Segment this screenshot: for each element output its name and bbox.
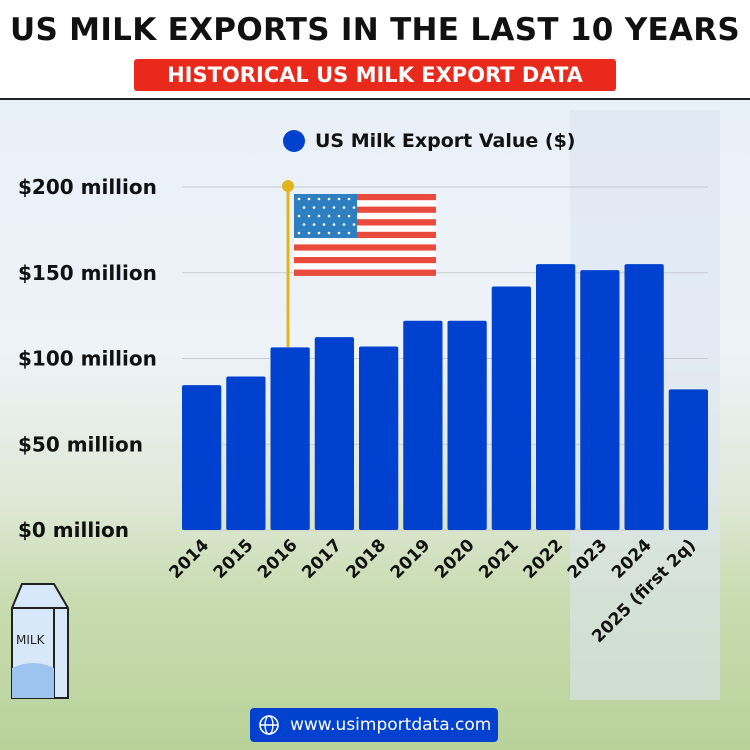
- bar-2020: [447, 320, 487, 530]
- chart-legend: US Milk Export Value ($): [283, 130, 575, 152]
- x-tick-label: 2023: [564, 535, 612, 583]
- bar-2024: [624, 264, 664, 530]
- x-tick-label: 2017: [298, 535, 346, 583]
- x-tick-label: 2014: [166, 535, 214, 583]
- milk-carton-icon: MILK: [11, 583, 69, 699]
- x-tick-label: 2018: [343, 535, 391, 583]
- bar-2017: [314, 337, 354, 530]
- x-tick-label: 2015: [210, 535, 258, 583]
- bar-2021: [491, 286, 531, 530]
- bar-2014: [182, 385, 222, 530]
- x-tick-label: 2021: [475, 535, 523, 583]
- bar-2015: [226, 376, 266, 530]
- x-tick-label: 2016: [254, 535, 302, 583]
- bar-2018: [359, 346, 399, 530]
- legend-label: US Milk Export Value ($): [315, 130, 576, 152]
- bar-2025 (first 2q): [668, 389, 708, 530]
- y-tick-label: $150 million: [18, 261, 157, 285]
- carton-label: MILK: [16, 633, 46, 647]
- page-subtitle: HISTORICAL US MILK EXPORT DATA: [134, 59, 616, 91]
- y-tick-label: $50 million: [18, 432, 143, 456]
- page-title: US MILK EXPORTS IN THE LAST 10 YEARS: [9, 12, 741, 48]
- legend-swatch: [283, 130, 305, 152]
- globe-icon: [259, 715, 279, 735]
- x-tick-label: 2020: [431, 535, 479, 583]
- header: US MILK EXPORTS IN THE LAST 10 YEARS HIS…: [0, 0, 750, 100]
- website-url[interactable]: www.usimportdata.com: [290, 715, 492, 735]
- bar-2023: [580, 270, 620, 530]
- y-tick-label: $200 million: [18, 175, 157, 199]
- bar-2022: [536, 264, 576, 530]
- bar-2016: [270, 347, 310, 530]
- x-tick-label: 2019: [387, 535, 435, 583]
- website-badge[interactable]: www.usimportdata.com: [250, 708, 498, 742]
- y-tick-label: $100 million: [18, 347, 157, 371]
- bar-2019: [403, 320, 443, 530]
- x-tick-label: 2022: [520, 535, 568, 583]
- us-flag-icon: [282, 180, 436, 347]
- y-tick-label: $0 million: [18, 518, 129, 542]
